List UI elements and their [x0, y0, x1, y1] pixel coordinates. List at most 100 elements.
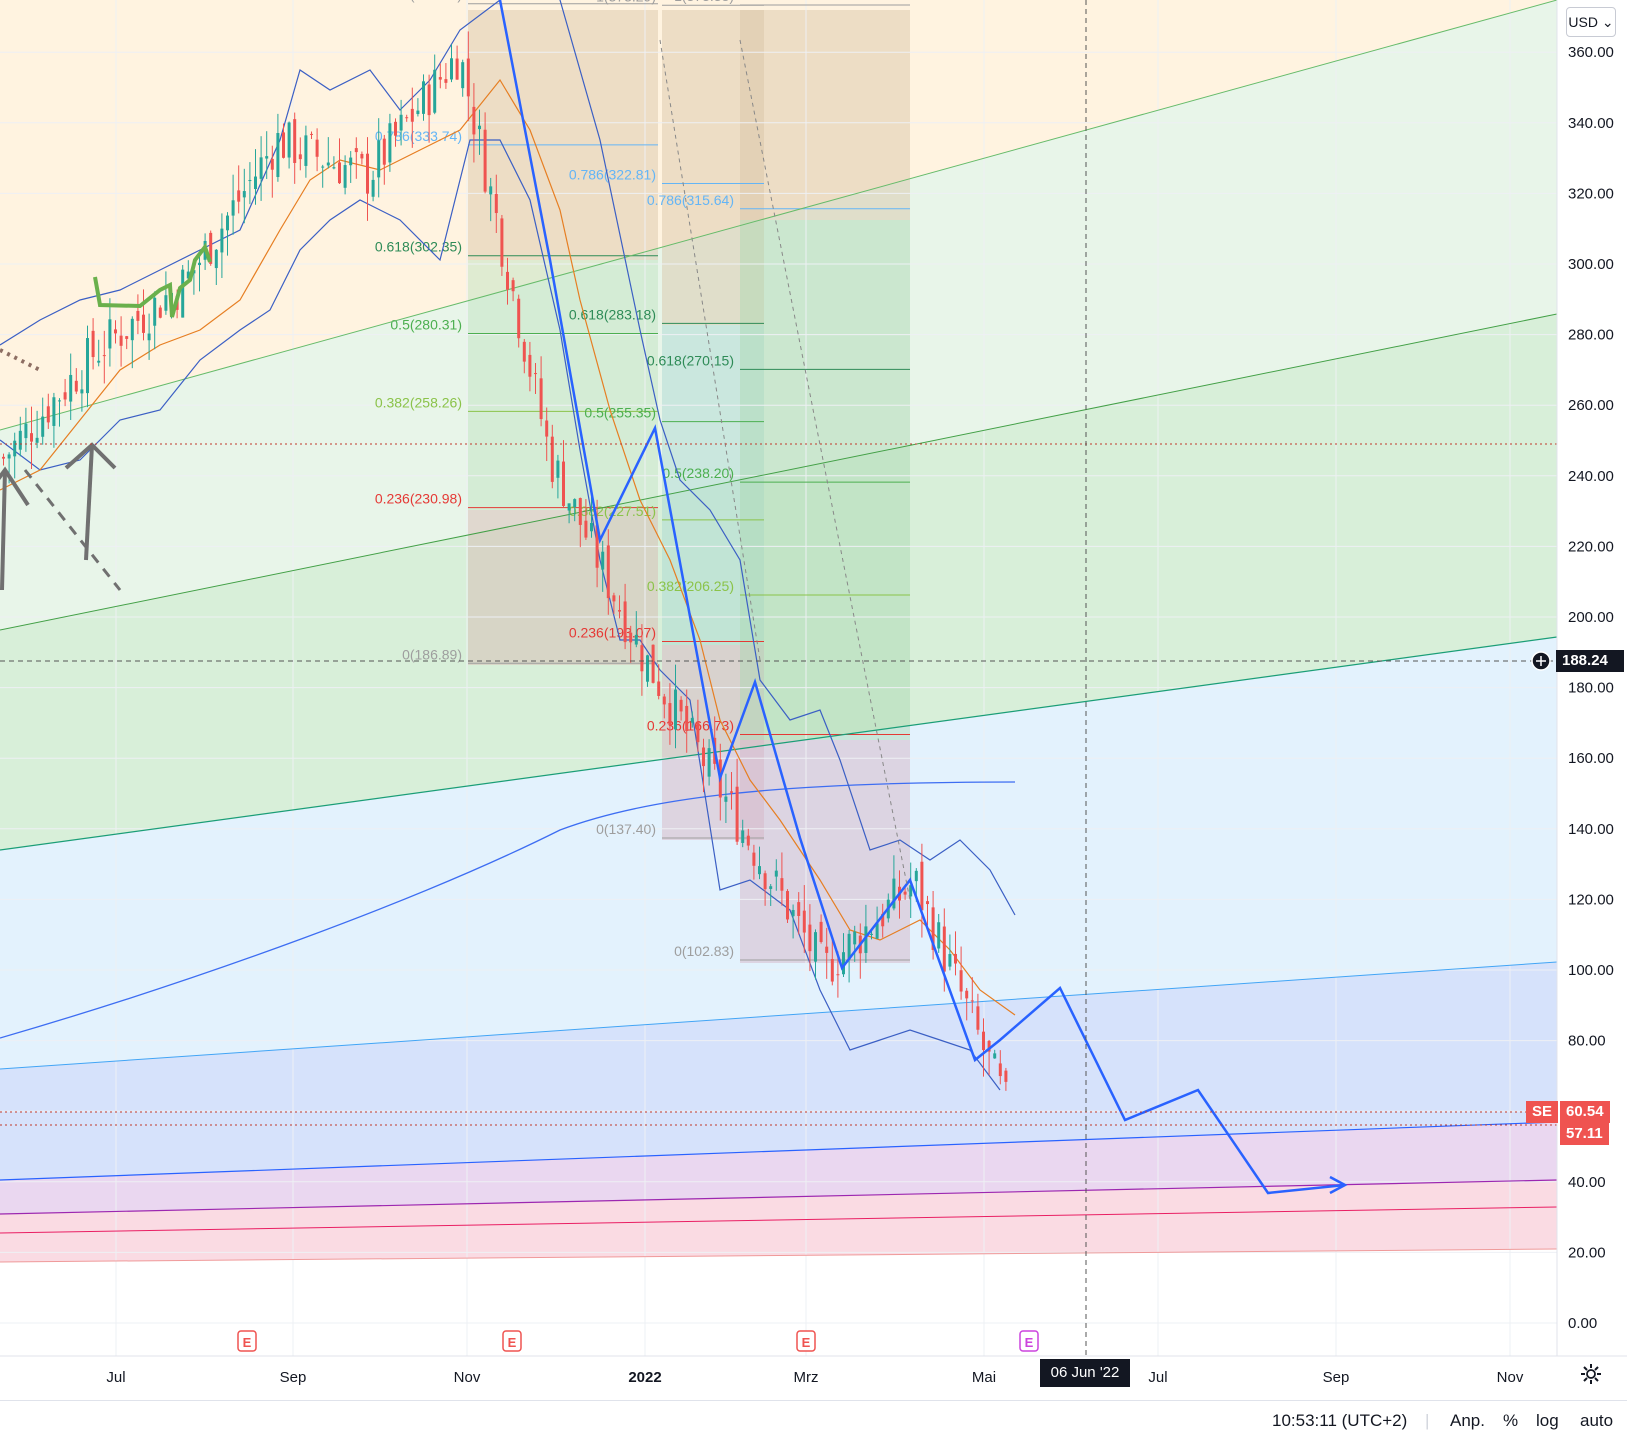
candle-body	[511, 280, 515, 292]
candle-body	[674, 689, 677, 730]
candle-body	[293, 119, 297, 163]
candle-body	[494, 193, 498, 214]
green-zigzag	[93, 242, 212, 318]
x-tick-label: Sep	[280, 1369, 307, 1386]
candle-body	[623, 601, 627, 643]
fib-level-label: 0(137.40)	[596, 821, 656, 837]
candle-body	[237, 190, 241, 202]
fib-level-label: 0.786(322.81)	[569, 166, 656, 182]
candle-body	[349, 157, 353, 166]
y-tick-label: 100.00	[1568, 962, 1614, 979]
currency-dropdown[interactable]: USD ⌄	[1566, 7, 1616, 37]
x-tick-label: Sep	[1323, 1369, 1350, 1386]
candle-body	[377, 140, 381, 178]
candle-body	[556, 460, 560, 478]
percent-button[interactable]: %	[1503, 1411, 1519, 1430]
earnings-marker-icon[interactable]	[1019, 1330, 1039, 1352]
fib-level-label: 1(373.73)	[402, 0, 462, 3]
candle-body	[360, 153, 364, 159]
candle-body	[819, 921, 823, 942]
candle-body	[539, 378, 543, 420]
current-price-tag: 188.24	[1556, 650, 1624, 672]
fib-level-label: 0.236(193.07)	[569, 624, 656, 640]
fib-box-2-upper	[662, 10, 764, 325]
candle-body	[640, 645, 644, 672]
candle-body	[612, 595, 616, 602]
y-tick-label: 280.00	[1568, 327, 1614, 344]
candle-body	[433, 69, 437, 113]
candle-body	[298, 154, 302, 160]
fib-level-label: 0(186.89)	[402, 646, 462, 662]
candle-body	[808, 924, 812, 952]
candle-body	[114, 329, 117, 334]
candle-body	[528, 354, 532, 377]
candle-body	[186, 271, 190, 279]
add-alert-icon[interactable]	[1530, 650, 1552, 672]
fib-box-3-lower	[740, 220, 910, 740]
y-tick-label: 320.00	[1568, 185, 1614, 202]
candle-body	[41, 416, 45, 437]
y-tick-label: 360.00	[1568, 44, 1614, 61]
grey-arrow-2-head	[64, 442, 117, 470]
candle-body	[965, 990, 969, 999]
candle-body	[265, 156, 269, 159]
candle-body	[91, 330, 95, 358]
candle-body	[366, 153, 369, 194]
candle-body	[461, 62, 465, 89]
candle-body	[797, 902, 801, 916]
auto-button[interactable]: auto	[1580, 1411, 1614, 1430]
price-axis[interactable]: 0.0020.0040.0060.0080.00100.00120.00140.…	[1568, 44, 1614, 1332]
candle-body	[998, 1063, 1002, 1077]
candle-body	[870, 933, 873, 935]
x-tick-label: Nov	[454, 1369, 481, 1386]
price-chart[interactable]: 1(373.73)0.786(333.74)0.618(302.35)0.5(2…	[0, 0, 1627, 1400]
clock-display[interactable]: 10:53:11 (UTC+2)	[1272, 1411, 1408, 1430]
candle-body	[304, 135, 308, 166]
earnings-marker-icon[interactable]	[237, 1330, 257, 1352]
earnings-marker-icon[interactable]	[796, 1330, 816, 1352]
earnings-marker-icon[interactable]	[502, 1330, 522, 1352]
candle-body	[746, 835, 750, 846]
candle-body	[35, 437, 39, 443]
log-button[interactable]: log	[1536, 1411, 1559, 1430]
candle-body	[522, 341, 526, 362]
candle-body	[198, 262, 201, 266]
candle-body	[209, 232, 213, 264]
candle-body	[825, 946, 829, 953]
channel-line-1	[0, 0, 1557, 431]
candle-body	[567, 503, 571, 511]
y-tick-label: 300.00	[1568, 256, 1614, 273]
candle-body	[130, 318, 134, 341]
x-tick-label: Mai	[972, 1369, 996, 1386]
grey-arrow-1-head	[0, 466, 30, 507]
candle-body	[690, 717, 694, 723]
fib-level-label: 0(102.83)	[674, 943, 734, 959]
earnings-marker-label: E	[1025, 1335, 1034, 1350]
channel-line-5	[0, 1121, 1557, 1181]
candle-body	[864, 926, 868, 953]
candle-body	[774, 870, 778, 877]
adjust-button[interactable]: Anp.	[1450, 1411, 1485, 1430]
long-ma-curve	[0, 781, 1016, 1039]
gear-icon[interactable]	[1579, 1362, 1603, 1386]
drawn-arrow-head	[1329, 1175, 1348, 1195]
candle-body	[102, 355, 106, 357]
candle-body	[438, 77, 442, 80]
candle-body	[959, 970, 963, 992]
candle-body	[931, 907, 935, 950]
candle-body	[545, 420, 549, 437]
candle-body	[657, 681, 661, 696]
candle-body	[405, 117, 409, 119]
x-tick-label: Nov	[1497, 1369, 1524, 1386]
candle-body	[7, 454, 11, 459]
time-axis[interactable]: Jul Sep Nov 2022 Mrz Mai Jul Sep Nov	[106, 1369, 1523, 1386]
trend-dashed-1	[659, 39, 761, 661]
candle-body	[914, 870, 918, 882]
candle-body	[517, 298, 521, 339]
fib-level-label: 0.618(283.18)	[569, 306, 656, 322]
candle-body	[584, 520, 588, 538]
candle-body	[836, 974, 840, 976]
candle-body	[920, 861, 924, 911]
candle-body	[763, 873, 767, 890]
